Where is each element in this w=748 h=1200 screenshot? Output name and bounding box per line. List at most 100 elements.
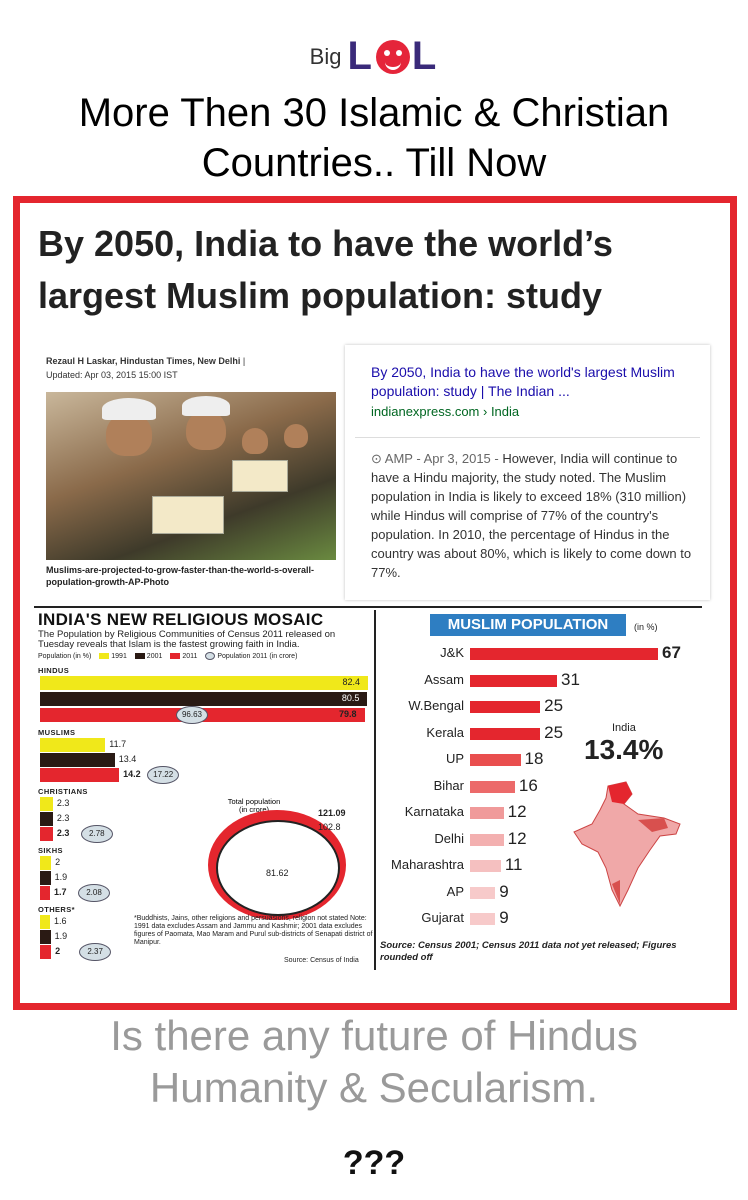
group-label-sikhs: SIKHS (38, 846, 63, 855)
state-label: Kerala (426, 724, 464, 740)
state-label: UP (445, 751, 464, 766)
mosaic-title: INDIA'S NEW RELIGIOUS MOSAIC (38, 610, 324, 629)
state-bar (470, 833, 504, 846)
bottom-question: Is there any future of Hindus Humanity &… (0, 1010, 748, 1114)
pop-2011-bubble: 2.37 (79, 943, 112, 961)
mosaic-bar-value: 80.5 (341, 693, 360, 703)
article-photo: Muslims-are-projected-to-grow-faster-tha… (46, 392, 336, 587)
mosaic-bar-value: 2 (55, 946, 61, 956)
mosaic-bar: 2 (40, 856, 60, 870)
mosaic-bar: 14.2 (40, 768, 141, 782)
state-bar (470, 780, 515, 793)
india-percent: 13.4% (584, 734, 664, 765)
question-line2: Humanity & Secularism. (149, 1064, 599, 1111)
amp-icon: ⊙ (371, 451, 385, 466)
article-title-line2: largest Muslim population: study (38, 275, 603, 316)
state-bar (470, 754, 521, 766)
mosaic-legend: Population (in %) 1991 2001 2011 Populat… (38, 652, 297, 660)
state-value: 25 (544, 722, 564, 742)
search-result-title[interactable]: By 2050, India to have the world's large… (371, 364, 675, 399)
total-population-ellipse: 81.62 (208, 810, 346, 920)
mosaic-bar-value: 11.7 (109, 739, 127, 749)
mosaic-bar: 1.6 (40, 915, 67, 929)
group-label-others: OTHERS* (38, 905, 75, 914)
state-bar (470, 648, 658, 660)
mosaic-bar: 2.3 (40, 797, 69, 811)
headline-line2: Countries.. Till Now (201, 141, 547, 185)
mosaic-bar: 2 (40, 945, 60, 959)
state-value: 25 (544, 696, 564, 715)
mosaic-bar: 82.4 (40, 676, 368, 690)
mosaic-bar-value: 2.3 (56, 828, 70, 838)
state-bar (470, 701, 541, 713)
muslim-population-chart: MUSLIM POPULATION (in %) J&K 67 Assam 31 W.B… (378, 610, 702, 970)
graphic-top-divider (34, 606, 702, 608)
mosaic-bar: 2.3 (40, 827, 69, 841)
devil-face-icon (375, 39, 410, 74)
mosaic-bar-value: 2.3 (56, 798, 70, 808)
legend-2001: 2001 (146, 652, 163, 660)
mosaic-footnote: *Buddhists, Jains, other religions and p… (134, 915, 373, 946)
state-value: 31 (560, 669, 580, 689)
state-bar (470, 807, 504, 819)
muslim-pop-unit: (in %) (634, 622, 658, 632)
mosaic-bar: 11.7 (40, 738, 126, 752)
mosaic-bar-value: 1.9 (54, 872, 68, 882)
mosaic-bar: 80.5 (40, 692, 368, 706)
mosaic-bar-value: 13.4 (118, 754, 137, 764)
state-bar (470, 886, 496, 899)
snippet-text: However, India will continue to have a H… (371, 451, 692, 580)
mosaic-bar: 13.4 (40, 753, 136, 767)
brand-logo: Big L L (0, 34, 748, 79)
mosaic-bar: 1.7 (40, 886, 67, 900)
legend-pop2011: Population 2011 (217, 652, 268, 660)
mosaic-bar-value: 82.4 (342, 677, 360, 687)
mosaic-bar: 2.3 (40, 812, 69, 826)
graphic-mid-divider (374, 610, 376, 970)
state-label: Karnataka (404, 804, 464, 819)
state-value: 9 (499, 908, 509, 927)
india-label: India (612, 722, 636, 734)
state-value: 12 (507, 828, 527, 848)
state-label: Maharashtra (391, 857, 464, 872)
search-result-url[interactable]: indianexpress.com › India (371, 404, 520, 419)
article-title: By 2050, India to have the world’s large… (38, 218, 698, 322)
state-value: 18 (524, 749, 544, 768)
state-label: W.Bengal (408, 698, 464, 713)
search-result-card[interactable]: By 2050, India to have the world's large… (345, 345, 710, 600)
legend-2011: 2011 (182, 652, 198, 660)
group-label-muslims: MUSLIMS (38, 728, 76, 737)
pop-2011-bubble: 96.63 (176, 706, 208, 724)
article-title-line1: By 2050, India to have the world’s (38, 223, 613, 264)
mosaic-bar-value: 14.2 (123, 769, 141, 779)
group-label-hindus: HINDUS (38, 666, 70, 675)
mosaic-bar: 1.9 (40, 930, 67, 944)
article-byline: Rezaul H Laskar, Hindustan Times, New De… (46, 356, 246, 380)
total-pop-label: Total population (in crore) (227, 797, 281, 814)
state-label: Assam (424, 671, 464, 687)
total-2001-value: 81.62 (266, 868, 289, 878)
meme-headline: More Then 30 Islamic & Christian Countri… (0, 88, 748, 188)
state-label: J&K (440, 645, 464, 660)
state-label: Gujarat (421, 910, 464, 925)
brand-big: Big (309, 43, 342, 69)
mosaic-bar-value: 1.6 (54, 916, 67, 926)
mosaic-bar-value: 2 (55, 857, 61, 867)
india-map-icon (573, 781, 681, 908)
author: Rezaul H Laskar, Hindustan Times, New De… (46, 356, 241, 366)
legend-note: (in crore) (269, 652, 298, 660)
state-bar (470, 860, 501, 872)
muslim-pop-source: Source: Census 2001; Census 2011 data no… (380, 940, 677, 963)
amp-date: AMP - Apr 3, 2015 - (384, 451, 503, 466)
state-bar (470, 727, 541, 740)
state-value: 12 (507, 802, 527, 821)
state-label: Bihar (433, 777, 464, 793)
brand-lol-left: L (347, 34, 374, 78)
legend-1991: 1991 (111, 652, 127, 660)
group-label-christians: CHRISTIANS (38, 787, 88, 796)
search-result-snippet: ⊙ AMP - Apr 3, 2015 - However, India wil… (371, 449, 701, 582)
updated-date: Updated: Apr 03, 2015 15:00 IST (46, 370, 178, 380)
legend-label: Population (in %) (38, 652, 92, 660)
mosaic-bar-value: 2.3 (56, 813, 70, 823)
total-2011-value: 121.09 (318, 808, 346, 818)
